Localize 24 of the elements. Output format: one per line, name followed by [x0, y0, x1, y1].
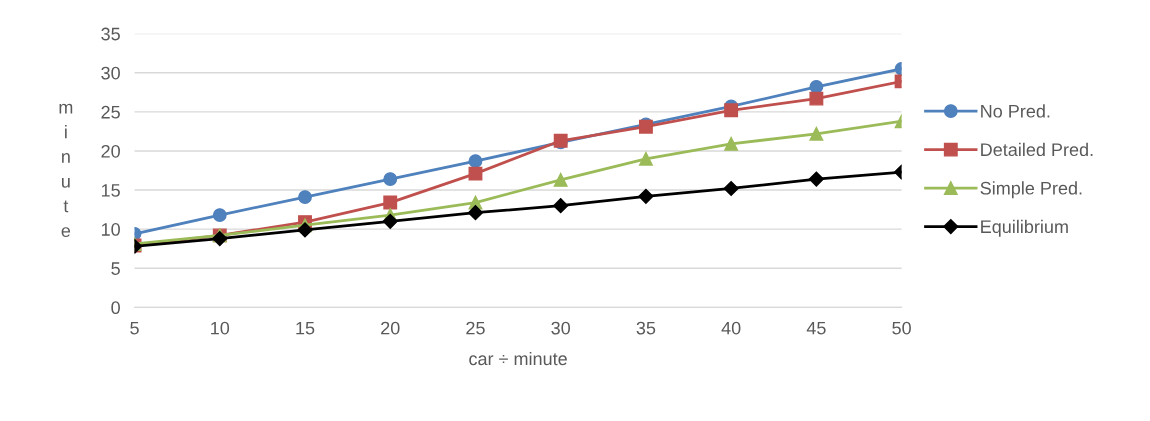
legend-label: Equilibrium	[981, 219, 1068, 237]
x-tick-label: 30	[551, 321, 571, 335]
x-tick-label: 40	[721, 321, 741, 335]
legend-label: No Pred.	[981, 104, 1050, 118]
legend-label: Simple Pred.	[980, 181, 1082, 199]
y-tick-label: 20	[101, 144, 120, 158]
x-tick-label: 20	[381, 321, 400, 335]
legend-label: Detailed Pred.	[981, 142, 1093, 157]
y-tick-label: 30	[101, 66, 120, 80]
x-tick-label: 35	[636, 321, 656, 335]
y-axis-title: minute	[59, 103, 73, 238]
y-tick-label: 5	[111, 262, 120, 275]
y-tick-label: 10	[101, 223, 120, 236]
x-tick-label: 25	[466, 321, 485, 335]
y-tick-label: 25	[101, 105, 120, 119]
y-tick-label: 35	[101, 27, 120, 41]
x-tick-label: 15	[296, 321, 315, 335]
y-tick-label: 0	[111, 301, 120, 315]
y-tick-label: 15	[101, 184, 120, 197]
x-tick-label: 50	[892, 321, 911, 335]
x-axis-title: car ÷ minute	[469, 351, 567, 366]
x-tick-label: 45	[806, 321, 826, 335]
x-tick-label: 5	[130, 321, 139, 335]
x-tick-label: 10	[211, 321, 230, 335]
